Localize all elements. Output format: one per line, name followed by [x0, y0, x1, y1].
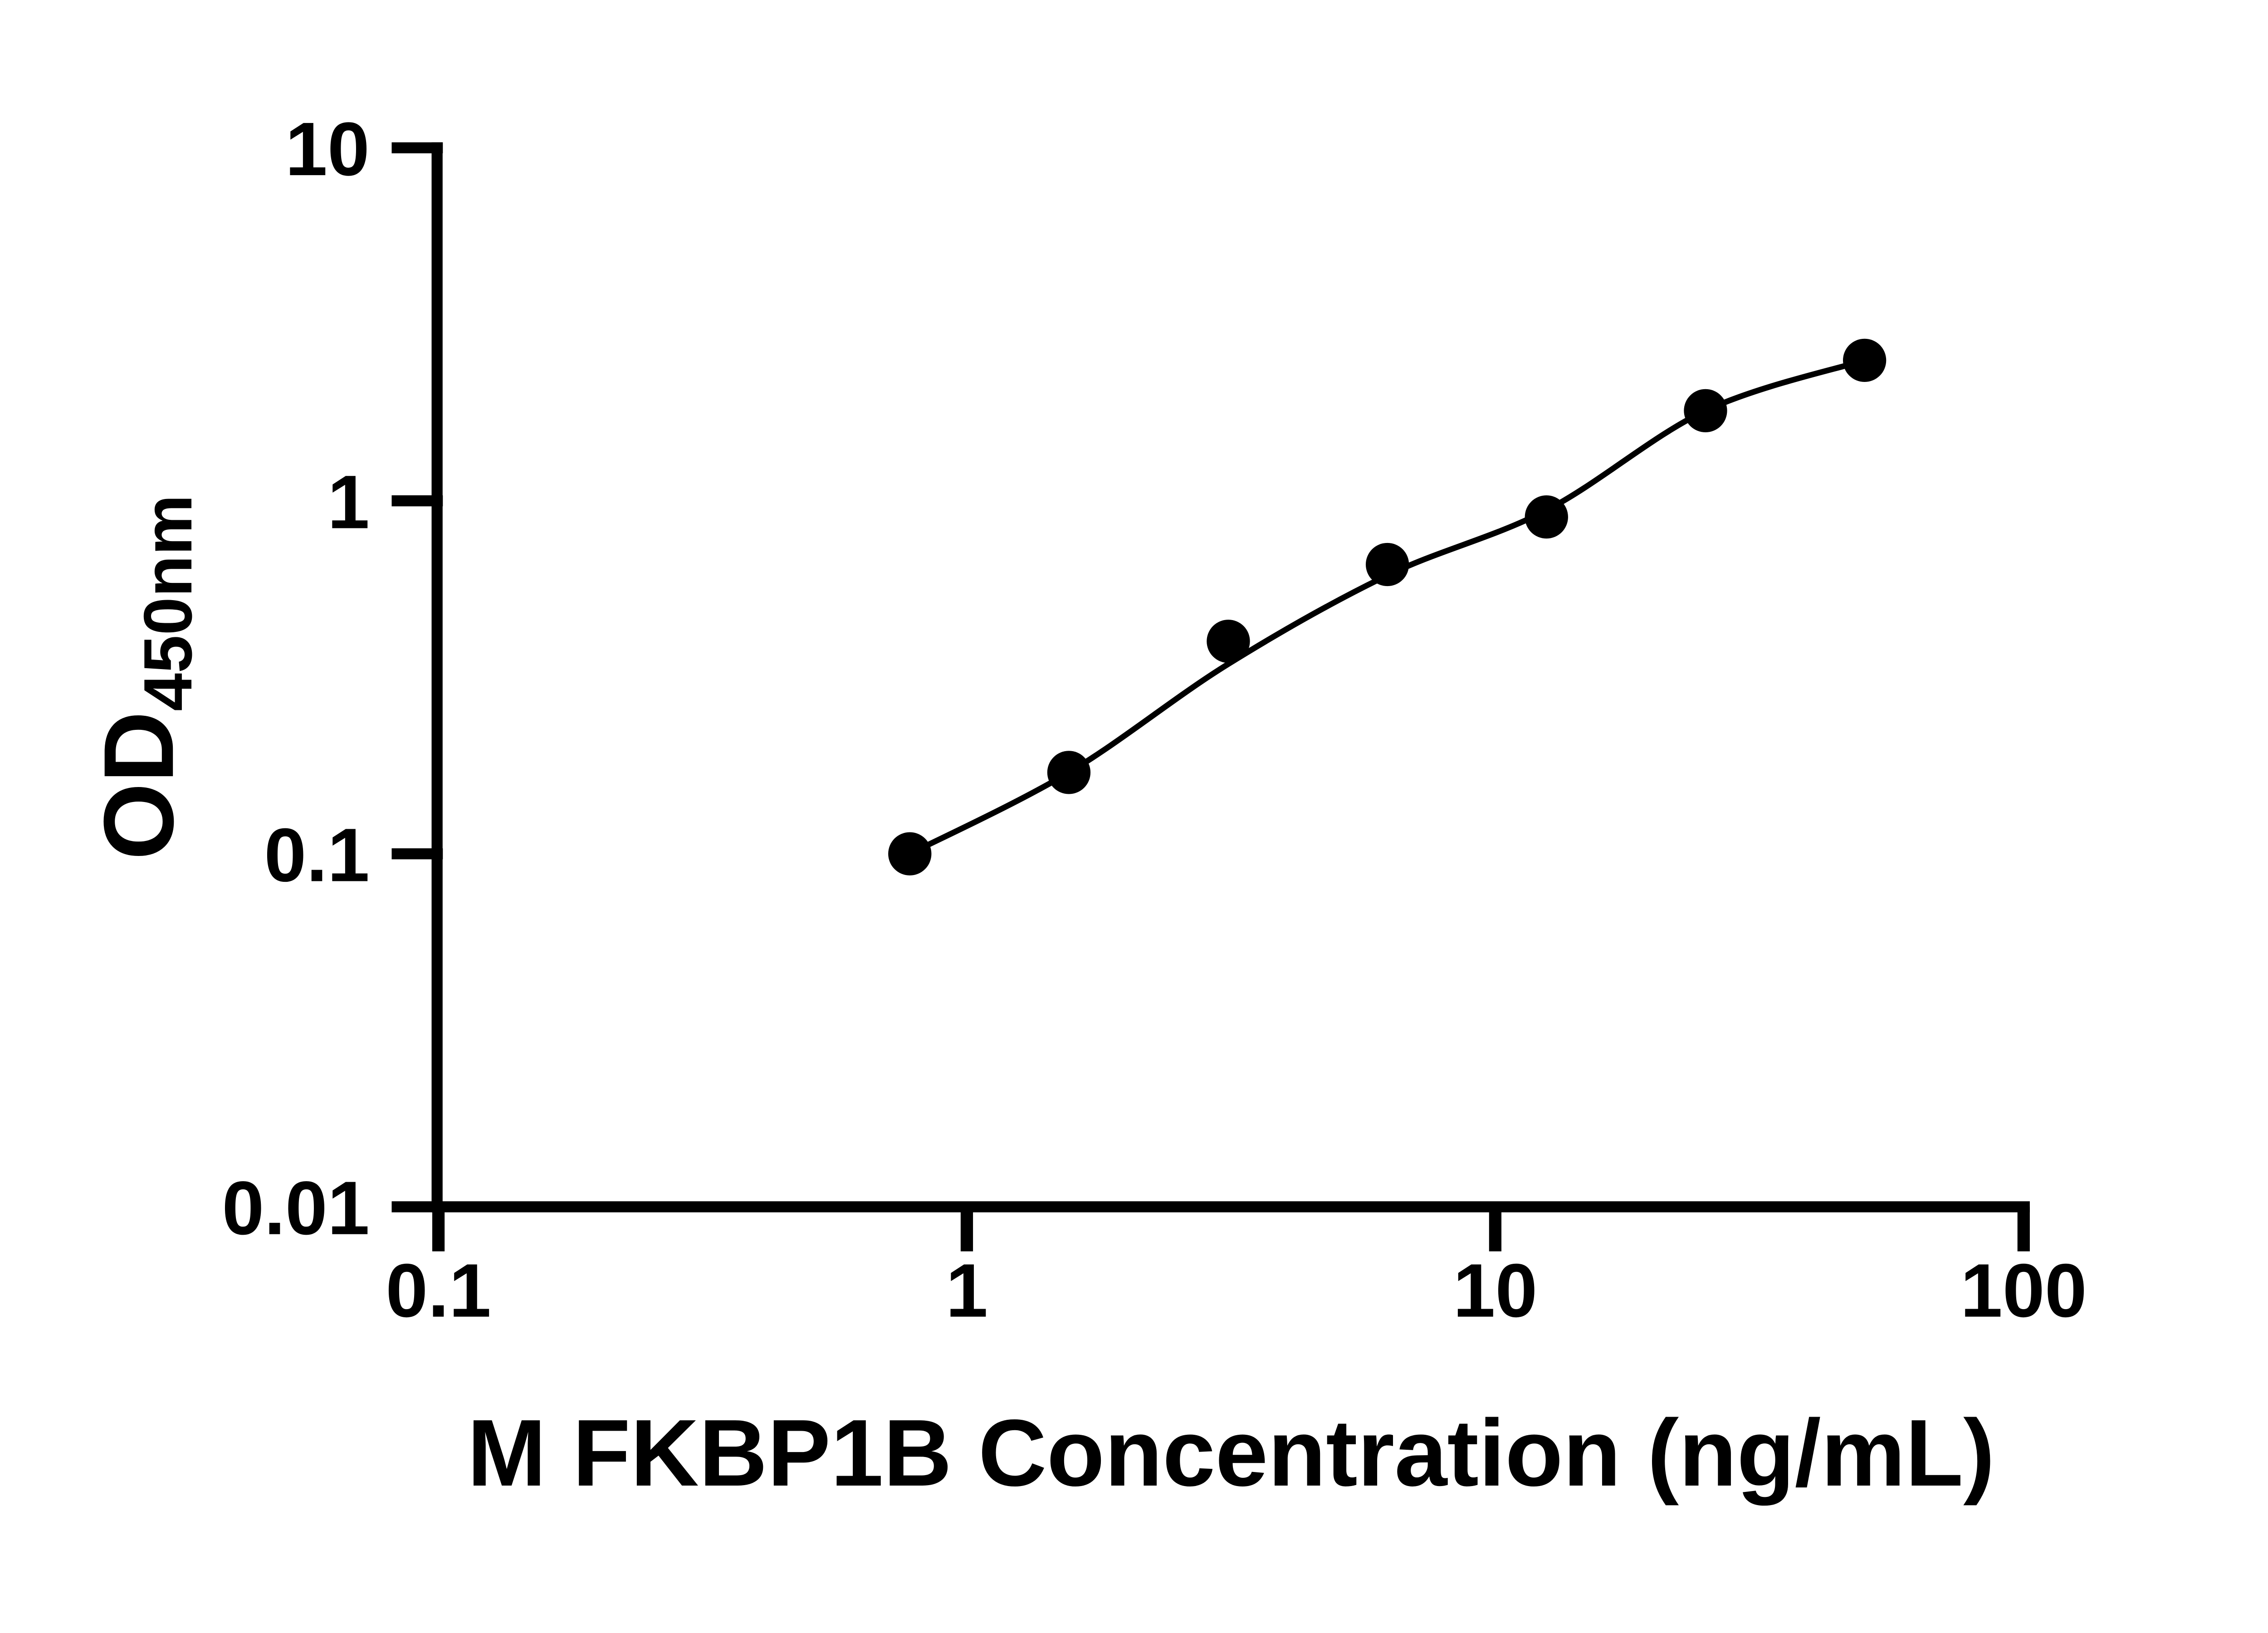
y-tick-label-0.01: 0.01 — [222, 1166, 370, 1251]
data-point-25 — [1684, 389, 1727, 433]
axis-ticks — [391, 142, 2030, 1252]
axis-titles: M FKBP1B Concentration (ng/mL) OD450nm — [83, 494, 1995, 1506]
y-axis-title-main: OD — [83, 711, 194, 860]
data-point-12.5 — [1525, 495, 1568, 539]
data-point-50 — [1843, 338, 1887, 382]
y-tick-label-0.1: 0.1 — [264, 813, 369, 898]
chart-canvas: 0.1 1 10 100 10 1 0.1 0.01 M FKBP1B Concentrati… — [83, 107, 2087, 1506]
data-series — [888, 338, 1887, 875]
data-point-6.25 — [1365, 543, 1409, 587]
x-tick-label-100: 100 — [1960, 1249, 2087, 1333]
x-axis-title: M FKBP1B Concentration (ng/mL) — [467, 1400, 1995, 1506]
y-axis-title-subscript: 450nm — [130, 494, 206, 711]
y-axis-title: OD450nm — [83, 494, 206, 860]
axes — [431, 142, 2030, 1213]
data-point-0.78 — [888, 832, 932, 875]
y-tick-label-10: 10 — [285, 107, 370, 191]
data-point-1.56 — [1047, 751, 1091, 794]
x-tick-label-0.1: 0.1 — [386, 1249, 491, 1333]
data-point-3.125 — [1207, 620, 1250, 663]
y-tick-label-1: 1 — [327, 460, 370, 544]
x-tick-label-10: 10 — [1453, 1249, 1537, 1333]
x-tick-label-1: 1 — [946, 1249, 988, 1333]
